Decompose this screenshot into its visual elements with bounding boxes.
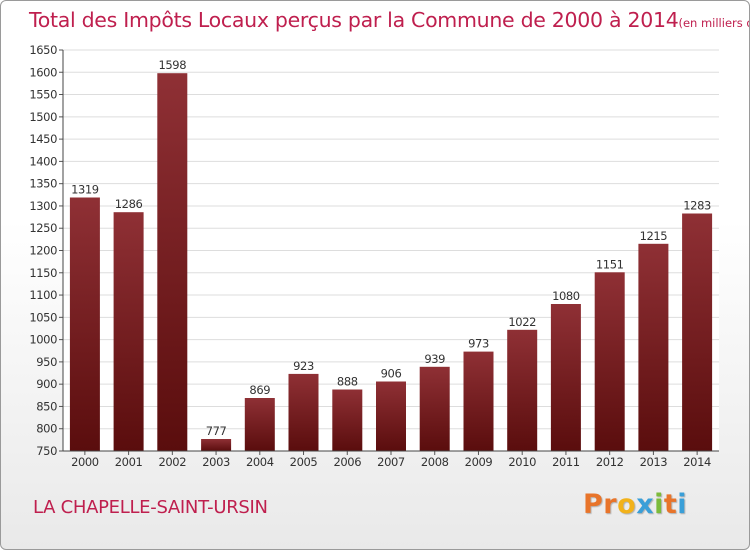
proxiti-logo: Proxiti (583, 489, 687, 520)
x-tick-label: 2007 (377, 455, 405, 469)
bar (594, 272, 625, 451)
x-tick-label: 2000 (71, 455, 99, 469)
bar (638, 243, 669, 451)
data-label: 888 (337, 375, 358, 389)
y-tick-label: 1300 (29, 199, 57, 213)
y-tick-label: 800 (36, 422, 57, 436)
y-tick-label: 1150 (29, 266, 57, 280)
y-tick-label: 750 (36, 444, 57, 458)
y-tick-label: 1050 (29, 310, 57, 324)
bar (113, 212, 144, 451)
data-label: 777 (206, 424, 227, 438)
data-label: 1080 (552, 289, 580, 303)
data-label: 906 (381, 367, 402, 381)
x-tick-label: 2014 (683, 455, 711, 469)
x-tick-label: 2001 (115, 455, 143, 469)
data-label: 1022 (508, 315, 536, 329)
chart-title: Total des Impôts Locaux perçus par la Co… (29, 8, 749, 32)
logo-letter: x (636, 489, 655, 520)
data-label: 869 (249, 383, 270, 397)
y-tick-label: 1350 (29, 177, 57, 191)
y-tick-label: 1500 (29, 110, 57, 124)
y-tick-label: 1100 (29, 288, 57, 302)
logo-letter: P (583, 489, 604, 520)
x-tick-label: 2010 (508, 455, 536, 469)
bar (419, 366, 450, 451)
logo-letter: o (617, 489, 637, 520)
data-label: 973 (468, 337, 489, 351)
y-tick-label: 1600 (29, 65, 57, 79)
x-tick-label: 2006 (333, 455, 361, 469)
bar (463, 351, 494, 451)
bar (332, 389, 363, 451)
x-tick-label: 2011 (552, 455, 580, 469)
data-label: 1286 (115, 197, 143, 211)
data-label: 923 (293, 359, 314, 373)
bar (376, 381, 406, 451)
x-tick-label: 2012 (596, 455, 624, 469)
x-tick-label: 2004 (246, 455, 274, 469)
data-label: 1215 (640, 229, 668, 243)
logo-letter: i (677, 489, 688, 520)
bar (69, 197, 100, 451)
y-tick-label: 1650 (29, 43, 57, 57)
y-tick-label: 850 (36, 399, 57, 413)
x-tick-label: 2013 (640, 455, 668, 469)
bar (288, 373, 319, 451)
chart-unit: (en milliers d'€) (678, 16, 749, 30)
bar (157, 73, 188, 451)
x-tick-label: 2008 (421, 455, 449, 469)
x-tick-label: 2005 (290, 455, 318, 469)
y-tick-label: 1000 (29, 333, 57, 347)
x-tick-label: 2003 (202, 455, 230, 469)
y-tick-label: 950 (36, 355, 57, 369)
bar (507, 329, 538, 451)
data-label: 1283 (683, 199, 711, 213)
x-tick-label: 2002 (158, 455, 186, 469)
y-tick-label: 900 (36, 377, 57, 391)
data-label: 939 (424, 352, 445, 366)
y-tick-label: 1450 (29, 132, 57, 146)
data-label: 1151 (596, 257, 624, 271)
bar (201, 439, 232, 451)
y-tick-label: 1250 (29, 221, 57, 235)
logo-letter: i (654, 489, 664, 520)
data-label: 1319 (71, 183, 99, 197)
y-tick-label: 1200 (29, 244, 57, 258)
chart-title-text: Total des Impôts Locaux perçus par la Co… (29, 8, 679, 32)
y-tick-label: 1400 (29, 154, 57, 168)
data-label: 1598 (158, 58, 186, 72)
commune-name: LA CHAPELLE-SAINT-URSIN (33, 497, 268, 518)
logo-letter: r (603, 489, 618, 520)
bar (550, 304, 581, 451)
x-tick-label: 2009 (465, 455, 493, 469)
bar (244, 398, 275, 451)
bar (682, 213, 713, 451)
logo-letter: t (663, 489, 678, 520)
y-tick-label: 1550 (29, 88, 57, 102)
